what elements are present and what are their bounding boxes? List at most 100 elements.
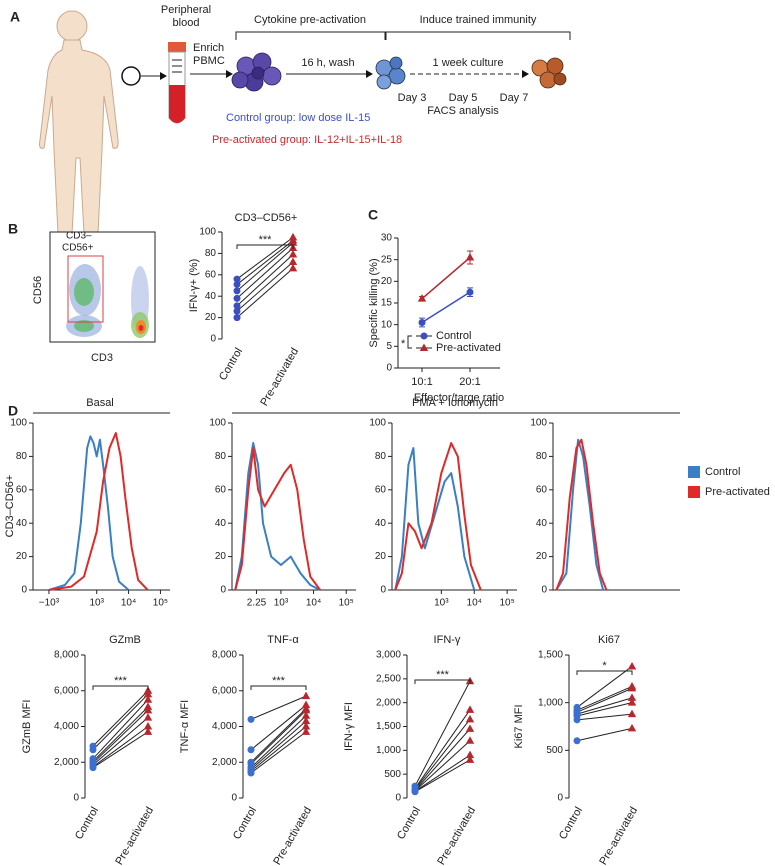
header: PMA + Ionomycin <box>412 397 498 409</box>
x-tick-label: −10³ <box>39 598 60 609</box>
y-tick-label: 20 <box>375 551 387 562</box>
header: Basal <box>86 397 114 409</box>
marker <box>466 288 474 296</box>
y-tick-label: 80 <box>215 451 227 462</box>
y-axis-label: IFN-γ MFI <box>343 702 355 751</box>
marker <box>233 302 241 310</box>
y-tick-label: 15 <box>381 298 393 309</box>
marker <box>411 788 419 796</box>
x-tick-label: Pre-activated <box>435 805 478 866</box>
pair-line <box>414 759 471 793</box>
arrowhead <box>366 70 373 78</box>
marker <box>288 238 298 246</box>
pair-line <box>576 713 633 721</box>
y-tick-label: 20 <box>381 276 393 287</box>
y-tick-label: 60 <box>205 269 217 280</box>
histogram-curve <box>394 442 482 591</box>
marker <box>573 737 581 745</box>
arrowhead <box>160 72 167 80</box>
marker <box>247 746 255 754</box>
y-tick-label: 8,000 <box>54 650 79 661</box>
x-tick-label: 20:1 <box>459 376 480 388</box>
y-tick-label: 500 <box>384 769 401 780</box>
activated-cluster <box>375 56 406 90</box>
marker <box>465 714 475 723</box>
y-tick-label: 20 <box>205 312 217 323</box>
y-tick-label: 0 <box>395 793 401 804</box>
bracket <box>385 31 571 40</box>
axis-label: CD56 <box>32 276 44 304</box>
histogram-curve <box>394 447 476 591</box>
y-tick-label: 40 <box>205 291 217 302</box>
y-tick-label: 2,000 <box>54 757 79 768</box>
marker <box>288 263 298 272</box>
x-tick-label: Pre-activated <box>597 805 640 866</box>
significance: * <box>602 660 607 672</box>
significance-bracket <box>576 670 633 675</box>
pair-line <box>250 708 307 763</box>
x-tick-label: Control <box>395 805 423 842</box>
marker <box>417 294 427 302</box>
y-axis-label: GZmB MFI <box>21 700 33 754</box>
marker <box>627 683 637 692</box>
label: Cytokine pre-activation <box>254 14 366 26</box>
chart-title: CD3–CD56+ <box>235 212 298 224</box>
y-tick-label: 25 <box>381 254 393 265</box>
label: Day 3 <box>398 92 427 104</box>
marker <box>233 307 241 315</box>
y-tick-label: 80 <box>536 451 548 462</box>
pair-line <box>576 687 633 713</box>
y-tick-label: 100 <box>369 418 386 429</box>
marker <box>465 724 475 732</box>
x-tick-label: Control <box>231 805 259 842</box>
pair-line <box>576 666 633 708</box>
label: 1 week culture <box>433 57 504 69</box>
pair-line <box>92 717 149 766</box>
y-tick-label: 3,000 <box>376 650 401 661</box>
x-tick-label: Pre-activated <box>271 805 314 866</box>
x-tick-label: 10⁴ <box>467 598 482 609</box>
y-axis-label: Specific killing (%) <box>368 258 380 347</box>
pair-line <box>236 242 294 292</box>
flow-density <box>49 231 156 343</box>
y-tick-label: 40 <box>375 518 387 529</box>
marker <box>247 715 255 723</box>
pair-line <box>250 720 307 770</box>
y-tick-label: 60 <box>375 484 387 495</box>
pair-line <box>414 754 471 792</box>
significance: *** <box>272 675 286 687</box>
pair-line <box>576 697 633 715</box>
label: Control group: low dose IL-15 <box>226 112 370 124</box>
marker <box>233 287 241 295</box>
marker <box>301 716 311 725</box>
significance: * <box>401 338 406 350</box>
significance-bracket <box>236 244 294 249</box>
y-tick-label: 20 <box>16 551 28 562</box>
x-tick-label: 2.25 <box>247 598 267 609</box>
marker <box>247 769 255 777</box>
marker <box>233 294 241 302</box>
y-tick-label: 0 <box>220 585 226 596</box>
y-tick-label: 60 <box>16 484 28 495</box>
y-axis-label: Ki67 MFI <box>513 704 525 748</box>
pair-line <box>414 728 471 791</box>
histogram-curve <box>555 438 605 591</box>
y-tick-label: 5 <box>386 341 392 352</box>
pair-line <box>414 740 471 792</box>
marker <box>465 253 475 261</box>
x-tick-label: 10³ <box>274 598 289 609</box>
legend-bracket <box>407 335 412 349</box>
x-tick-label: 10³ <box>89 598 104 609</box>
y-axis-label: TNF-α MFI <box>179 700 191 753</box>
y-tick-label: 40 <box>536 518 548 529</box>
y-tick-label: 2,000 <box>212 757 237 768</box>
x-tick-label: Control <box>217 346 245 383</box>
label: 16 h, wash <box>301 57 354 69</box>
y-tick-label: 0 <box>386 363 392 374</box>
marker <box>89 764 97 772</box>
y-tick-label: 60 <box>536 484 548 495</box>
significance: *** <box>114 675 128 687</box>
histogram-curve <box>234 447 321 591</box>
x-tick-label: 10³ <box>434 598 449 609</box>
marker <box>301 722 311 730</box>
